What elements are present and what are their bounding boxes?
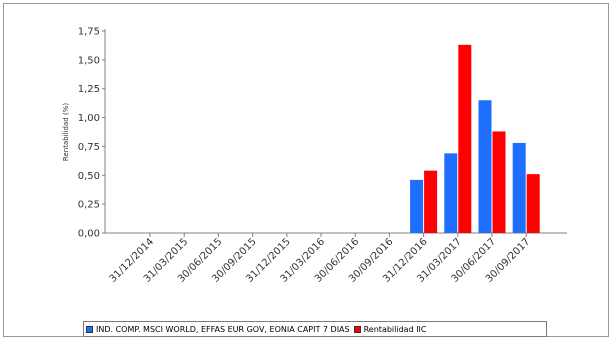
y-tick-label: 0,00	[78, 229, 100, 240]
legend-label-series-1: IND. COMP. MSCI WORLD, EFFAS EUR GOV, EO…	[96, 324, 350, 334]
chart-legend: IND. COMP. MSCI WORLD, EFFAS EUR GOV, EO…	[83, 321, 547, 337]
legend-item-series-2: Rentabilidad IIC	[353, 324, 427, 334]
bar-benchmark	[444, 153, 458, 233]
bar-benchmark	[410, 179, 424, 233]
y-tick-label: 1,50	[78, 55, 100, 66]
legend-swatch-red	[353, 325, 361, 333]
bar-benchmark	[512, 142, 526, 233]
chart-bars	[410, 44, 540, 234]
legend-label-series-2: Rentabilidad IIC	[363, 324, 427, 334]
y-tick-label: 0,75	[78, 142, 100, 153]
y-tick-label: 0,50	[78, 171, 100, 182]
y-axis-title: Rentabilidad (%)	[62, 103, 70, 161]
bar-rentabilidad-iic	[526, 174, 540, 233]
chart-frame: 0,00 0,25 0,50 0,75 1,00 1,25 1,50 1,75 Rentabil…	[3, 3, 609, 337]
y-tick-label: 1,75	[78, 27, 100, 38]
legend-item-series-1: IND. COMP. MSCI WORLD, EFFAS EUR GOV, EO…	[86, 325, 350, 334]
bar-chart: 0,00 0,25 0,50 0,75 1,00 1,25 1,50 1,75 Rentabil…	[62, 27, 567, 285]
bar-rentabilidad-iic	[424, 170, 438, 233]
bar-benchmark	[478, 100, 492, 233]
y-tick-label: 0,25	[78, 200, 100, 211]
bar-rentabilidad-iic	[458, 44, 472, 234]
legend-swatch-blue	[86, 325, 93, 333]
y-tick-label: 1,25	[78, 84, 100, 95]
bar-rentabilidad-iic	[492, 131, 506, 233]
y-tick-label: 1,00	[78, 113, 100, 124]
